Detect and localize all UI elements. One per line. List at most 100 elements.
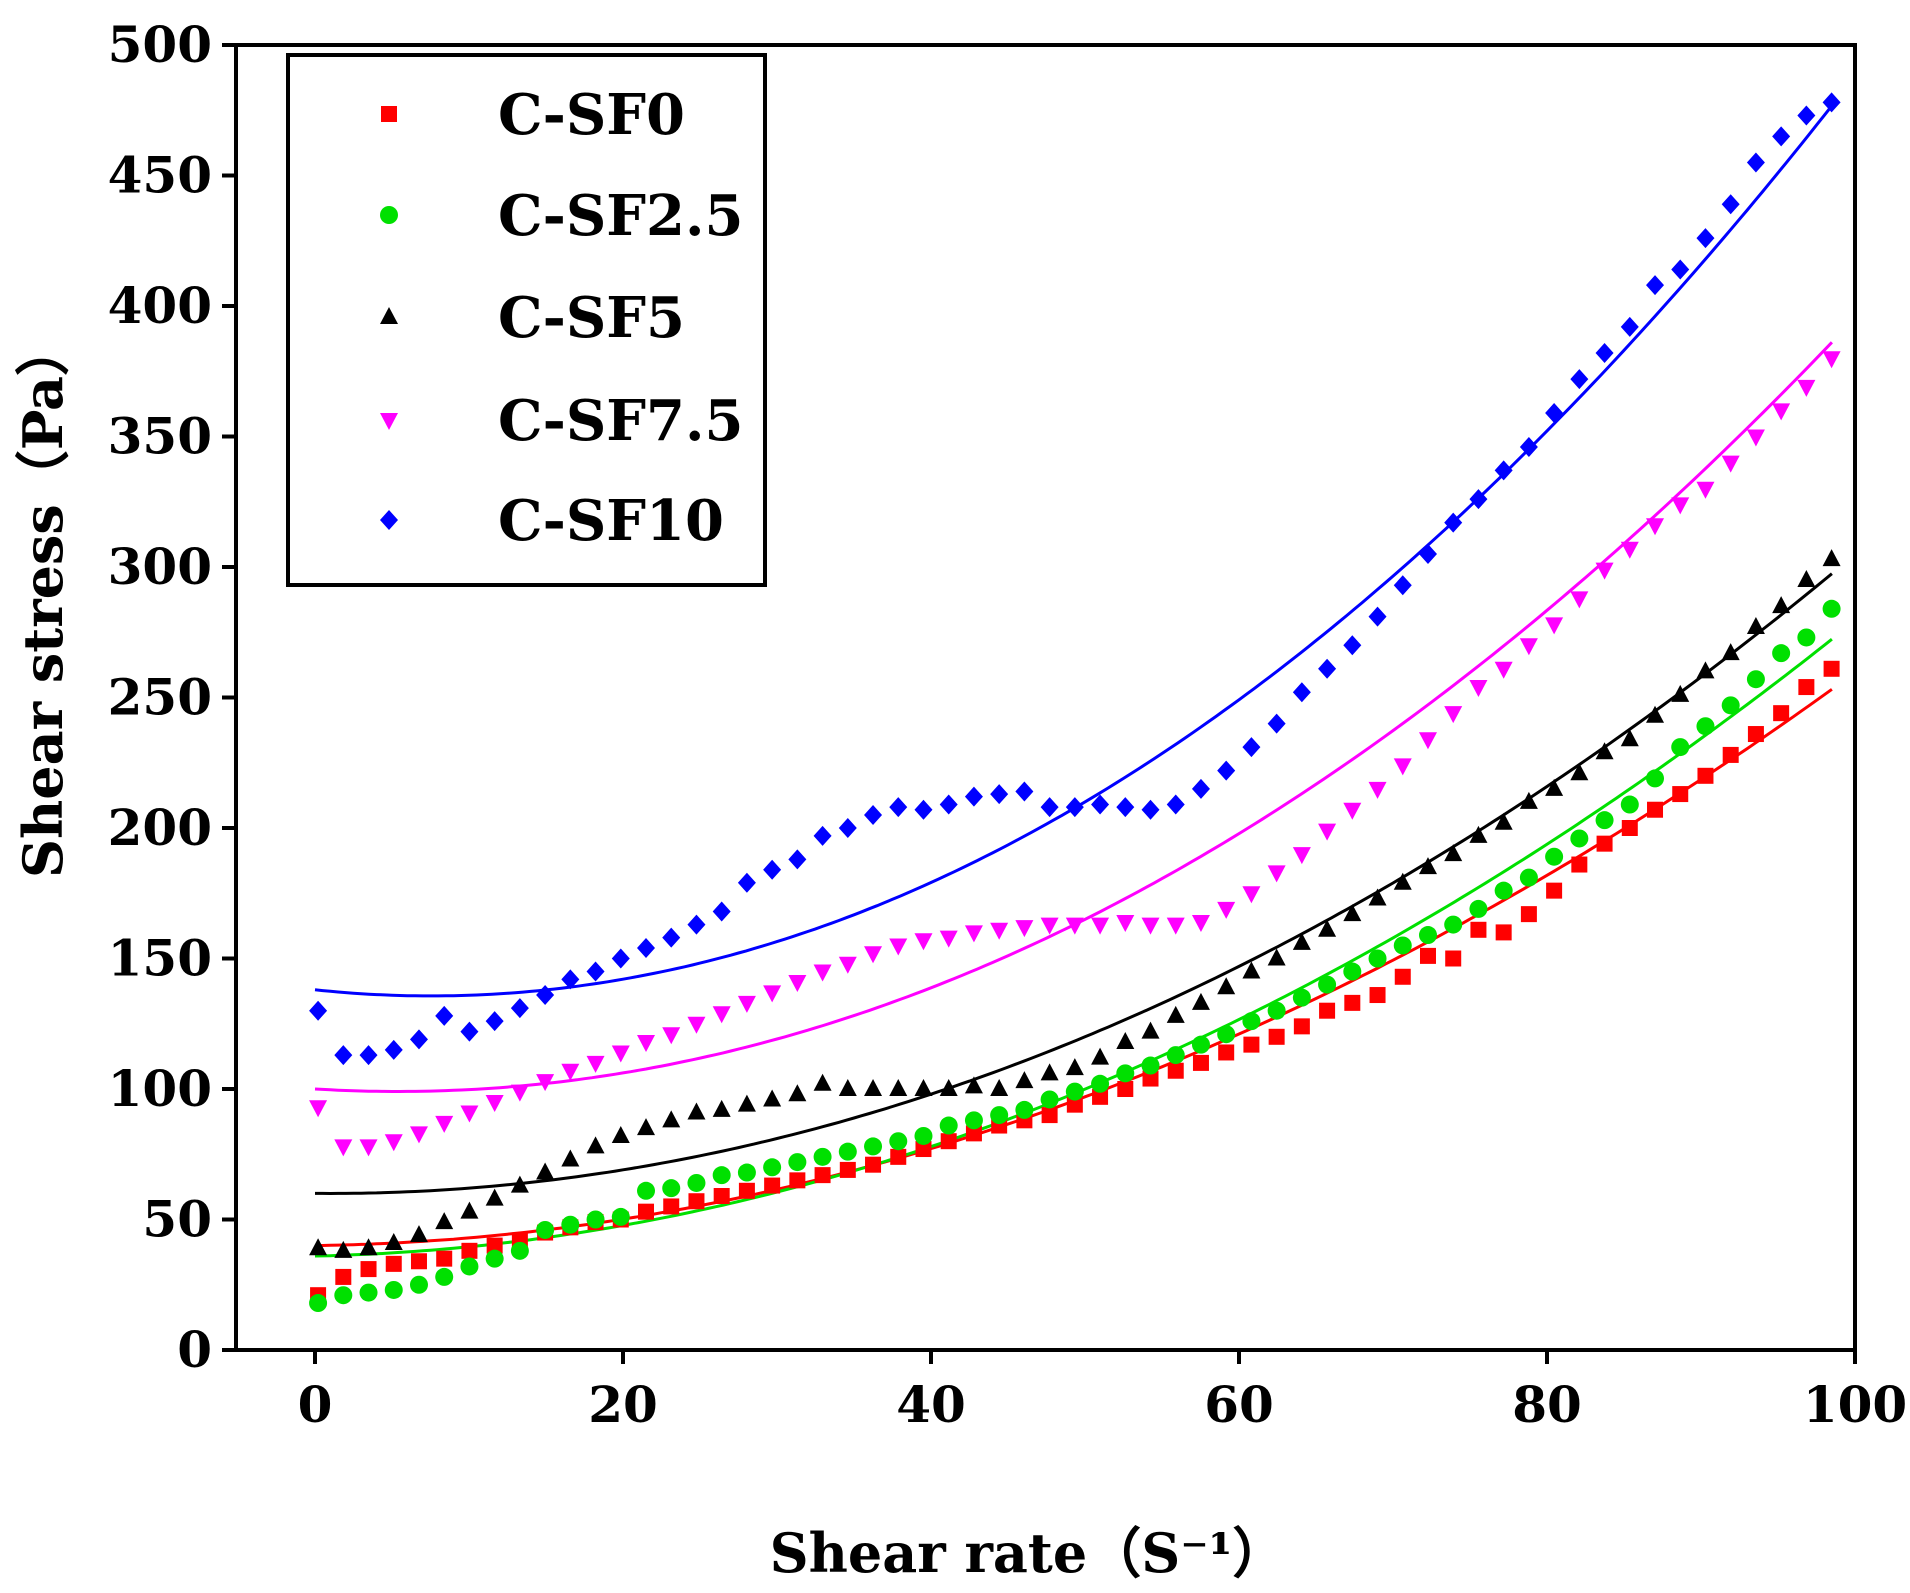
data-point-c-sf7.5 (1570, 591, 1589, 609)
data-point-c-sf10 (1418, 543, 1437, 564)
data-point-c-sf10 (1065, 797, 1084, 818)
data-point-c-sf7.5 (1368, 781, 1387, 799)
data-point-c-sf10 (1494, 460, 1513, 481)
y-tick-label: 50 (142, 1190, 212, 1249)
y-tick-label: 400 (108, 276, 212, 335)
data-point-c-sf7.5 (637, 1035, 656, 1053)
data-point-c-sf2.5 (1091, 1074, 1110, 1093)
data-point-c-sf0 (1041, 1107, 1058, 1124)
legend-label: C-SF5 (498, 285, 685, 351)
data-point-c-sf7.5 (1418, 732, 1437, 750)
data-point-c-sf5 (964, 1076, 983, 1094)
data-point-c-sf0 (1773, 705, 1790, 722)
data-point-c-sf7.5 (561, 1063, 580, 1081)
data-point-c-sf10 (1444, 512, 1463, 533)
data-point-c-sf10 (1797, 105, 1816, 126)
data-point-c-sf5 (1418, 857, 1437, 875)
data-point-c-sf5 (1267, 948, 1286, 966)
y-axis: 0 50 100 150 200 250 300 350 400 450 500 (108, 15, 236, 1379)
data-point-c-sf0 (890, 1148, 907, 1165)
data-point-c-sf0 (638, 1203, 655, 1220)
data-point-c-sf5 (611, 1125, 630, 1143)
data-point-c-sf5 (1519, 791, 1538, 809)
data-point-c-sf2.5 (662, 1179, 681, 1198)
data-point-c-sf7.5 (1318, 823, 1337, 841)
data-point-c-sf7.5 (1141, 917, 1160, 935)
data-point-c-sf5 (763, 1089, 782, 1107)
data-point-c-sf5 (1292, 932, 1311, 950)
data-point-c-sf0 (1697, 767, 1714, 784)
data-point-c-sf7.5 (334, 1139, 353, 1157)
y-tick-label: 0 (177, 1320, 212, 1379)
data-point-c-sf5 (1166, 1005, 1185, 1023)
data-point-c-sf7.5 (1469, 680, 1488, 698)
data-point-c-sf7.5 (1746, 429, 1765, 447)
data-point-c-sf10 (409, 1029, 428, 1050)
legend-box (286, 53, 767, 587)
data-point-c-sf2.5 (1444, 915, 1463, 934)
legend-label: C-SF10 (498, 488, 724, 554)
data-point-c-sf0 (1596, 835, 1613, 852)
data-point-c-sf10 (889, 797, 908, 818)
data-point-c-sf5 (1393, 872, 1412, 890)
data-point-c-sf2.5 (1797, 628, 1816, 647)
data-point-c-sf10 (939, 794, 958, 815)
data-point-c-sf10 (1368, 606, 1387, 627)
data-point-c-sf5 (864, 1079, 883, 1096)
data-point-c-sf7.5 (788, 974, 807, 992)
data-point-c-sf10 (737, 872, 756, 893)
data-point-c-sf2.5 (435, 1267, 454, 1286)
data-point-c-sf5 (1141, 1021, 1160, 1039)
data-point-c-sf7.5 (1267, 865, 1286, 883)
data-point-c-sf0 (1117, 1081, 1134, 1097)
data-point-c-sf5 (1746, 617, 1765, 635)
data-point-c-sf2.5 (637, 1181, 656, 1200)
y-tick-label: 500 (108, 15, 212, 74)
data-point-c-sf2.5 (1494, 881, 1513, 900)
data-point-c-sf7.5 (964, 925, 983, 943)
data-point-c-sf2.5 (964, 1111, 983, 1130)
data-point-c-sf0 (1066, 1096, 1083, 1113)
legend-label: C-SF0 (498, 82, 685, 148)
data-point-c-sf0 (663, 1198, 680, 1215)
data-point-c-sf5 (1696, 661, 1715, 679)
data-point-c-sf7.5 (510, 1084, 529, 1102)
data-point-c-sf0 (335, 1268, 352, 1285)
data-point-c-sf10 (1141, 799, 1160, 820)
data-point-c-sf10 (611, 948, 630, 969)
data-point-c-sf7.5 (1393, 758, 1412, 776)
data-point-c-sf10 (1746, 152, 1765, 173)
data-point-c-sf0 (1571, 856, 1588, 873)
data-point-c-sf10 (334, 1045, 353, 1066)
data-point-c-sf2.5 (1242, 1012, 1261, 1031)
data-point-c-sf5 (1721, 643, 1740, 661)
data-point-c-sf10 (712, 901, 731, 922)
data-point-c-sf10 (1116, 797, 1135, 818)
data-point-c-sf2.5 (536, 1220, 555, 1239)
x-tick-label: 100 (1803, 1375, 1907, 1434)
y-tick-label: 150 (108, 929, 212, 988)
data-point-c-sf2.5 (485, 1249, 504, 1268)
data-point-c-sf10 (1595, 342, 1614, 363)
y-tick-label: 450 (108, 146, 212, 205)
data-point-c-sf2.5 (1772, 644, 1791, 663)
data-point-c-sf7.5 (1166, 917, 1185, 935)
data-point-c-sf0 (1747, 726, 1764, 743)
data-point-c-sf5 (914, 1079, 933, 1096)
data-point-c-sf7.5 (1822, 351, 1841, 369)
data-point-c-sf2.5 (1116, 1064, 1135, 1083)
data-point-c-sf10 (1267, 713, 1286, 734)
y-tick-label: 250 (108, 668, 212, 727)
data-point-c-sf0 (1218, 1044, 1235, 1061)
data-point-c-sf7.5 (1292, 847, 1311, 865)
data-point-c-sf0 (1192, 1054, 1209, 1071)
fit-curve-c-sf2.5 (314, 638, 1833, 1258)
data-point-c-sf0 (1445, 950, 1462, 967)
data-point-c-sf5 (1343, 904, 1362, 922)
data-point-c-sf5 (813, 1073, 832, 1091)
data-point-c-sf10 (1292, 682, 1311, 703)
data-point-c-sf7.5 (1772, 403, 1791, 421)
data-point-c-sf2.5 (1040, 1090, 1059, 1109)
data-point-c-sf5 (838, 1079, 857, 1096)
data-point-c-sf5 (737, 1094, 756, 1112)
